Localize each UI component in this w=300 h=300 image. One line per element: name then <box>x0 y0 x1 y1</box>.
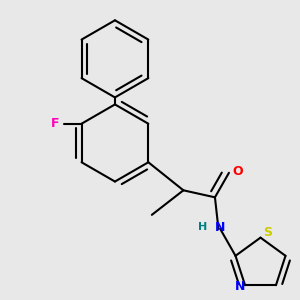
Text: O: O <box>232 164 243 178</box>
Text: S: S <box>263 226 272 239</box>
Text: H: H <box>198 222 207 232</box>
Text: N: N <box>235 280 245 293</box>
Text: N: N <box>215 220 225 234</box>
Text: F: F <box>51 117 59 130</box>
